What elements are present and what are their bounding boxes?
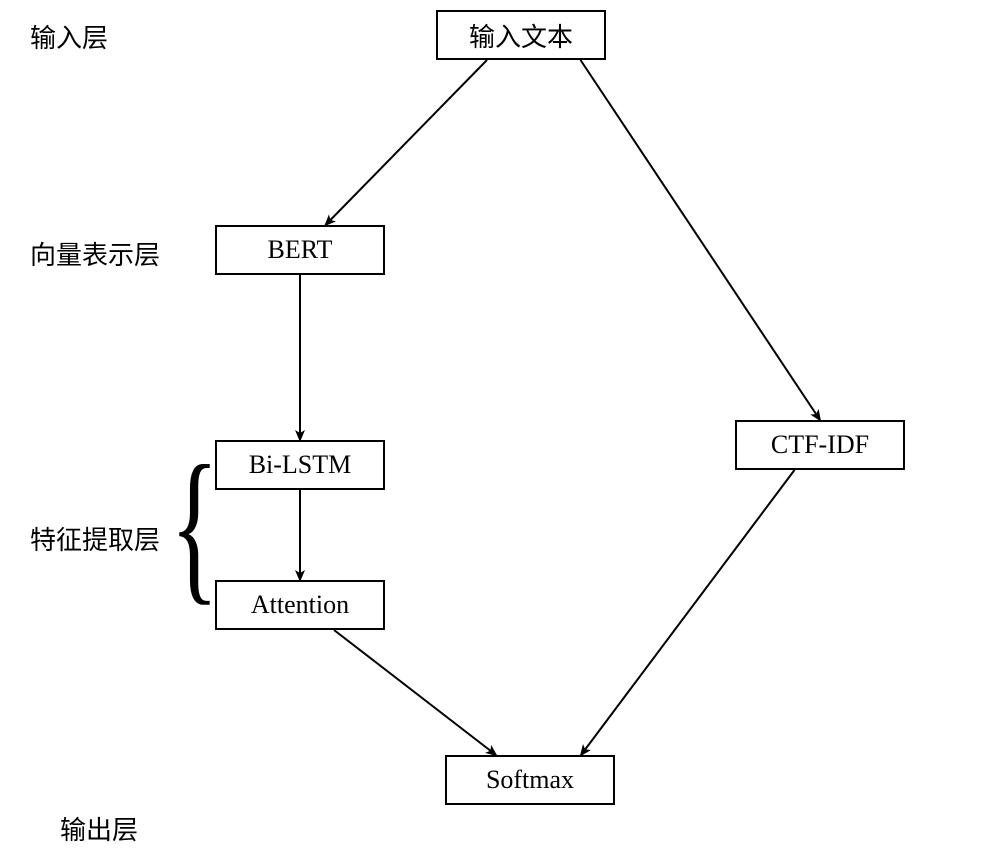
node-bert: BERT — [215, 225, 385, 275]
edge-ctfidf-to-softmax — [581, 470, 795, 755]
label-input-layer: 输入层 — [30, 18, 108, 55]
edge-input-to-ctfidf — [581, 60, 821, 420]
label-vector-layer: 向量表示层 — [30, 235, 160, 272]
diagram-stage: 输入层 向量表示层 特征提取层 输出层 输入文本 BERT Bi-LSTM At… — [0, 0, 1000, 860]
label-feature-layer: 特征提取层 — [30, 520, 160, 557]
label-output-layer: 输出层 — [60, 810, 138, 847]
node-input: 输入文本 — [436, 10, 606, 60]
node-softmax: Softmax — [445, 755, 615, 805]
edge-attention-to-softmax — [334, 630, 496, 755]
node-ctfidf: CTF-IDF — [735, 420, 905, 470]
edge-input-to-bert — [326, 60, 488, 225]
node-attention: Attention — [215, 580, 385, 630]
node-bilstm: Bi-LSTM — [215, 440, 385, 490]
feature-brace: { — [170, 440, 219, 610]
